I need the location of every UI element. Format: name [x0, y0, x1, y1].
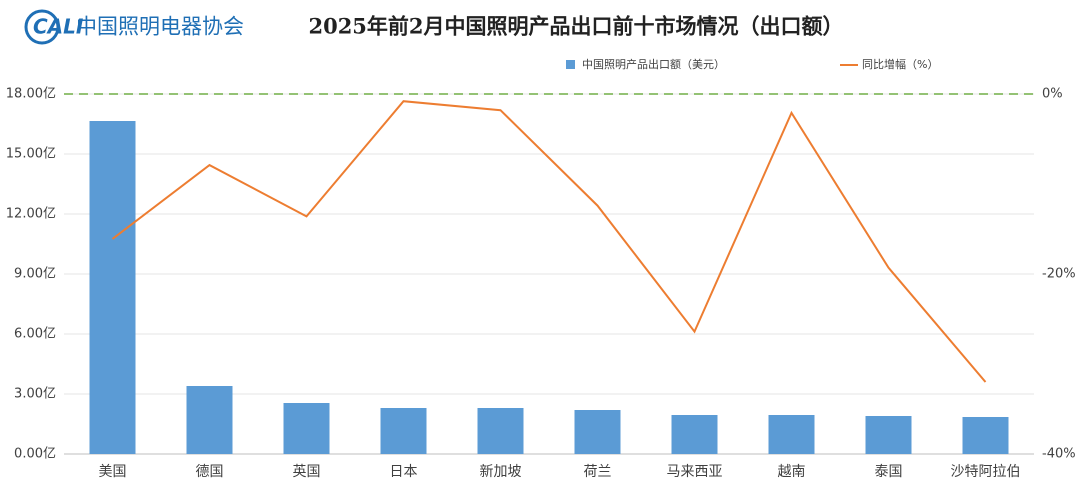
- x-tick-label: 沙特阿拉伯: [951, 464, 1021, 480]
- x-tick-label: 马来西亚: [667, 464, 723, 480]
- bar: [671, 415, 718, 454]
- bar: [477, 408, 524, 454]
- x-tick-label: 荷兰: [584, 464, 612, 480]
- organization: 中国照明电器协会: [76, 15, 244, 39]
- x-tick-label: 德国: [196, 464, 224, 480]
- y-tick-label: 15.00亿: [6, 147, 56, 162]
- y-tick-label: 18.00亿: [6, 87, 56, 102]
- x-tick-label: 英国: [293, 463, 321, 480]
- bar: [768, 415, 815, 454]
- x-tick-label: 泰国: [875, 464, 903, 480]
- bar: [574, 410, 621, 454]
- y-tick-label: 6.00亿: [14, 327, 56, 342]
- y-tick-label: 0.00亿: [14, 447, 56, 462]
- legend-swatch: [566, 60, 575, 69]
- y-tick-label: 3.00亿: [14, 387, 56, 402]
- bar: [186, 386, 233, 454]
- logo: CALI: [33, 15, 84, 39]
- chart-title: 2025年前2月中国照明产品出口前十市场情况（出口额）: [308, 14, 843, 39]
- bar: [283, 403, 330, 454]
- legend-label: 中国照明产品出口额（美元）: [582, 57, 725, 71]
- bar: [89, 121, 136, 454]
- y2-tick-label: -40%: [1042, 447, 1076, 462]
- y-tick-label: 9.00亿: [14, 267, 56, 282]
- legend-label: 同比增幅（%）: [862, 57, 938, 71]
- y-tick-label: 12.00亿: [6, 207, 56, 222]
- bar: [962, 417, 1009, 454]
- y2-tick-label: -20%: [1042, 267, 1076, 282]
- bar: [865, 416, 912, 454]
- logo-ring: [24, 9, 60, 45]
- x-tick-label: 日本: [390, 464, 418, 480]
- x-tick-label: 新加坡: [480, 464, 522, 480]
- x-tick-label: 越南: [778, 464, 806, 480]
- bar: [380, 408, 427, 454]
- line: [111, 100, 987, 383]
- x-tick-label: 美国: [99, 464, 127, 480]
- y2-tick-label: 0%: [1042, 87, 1063, 102]
